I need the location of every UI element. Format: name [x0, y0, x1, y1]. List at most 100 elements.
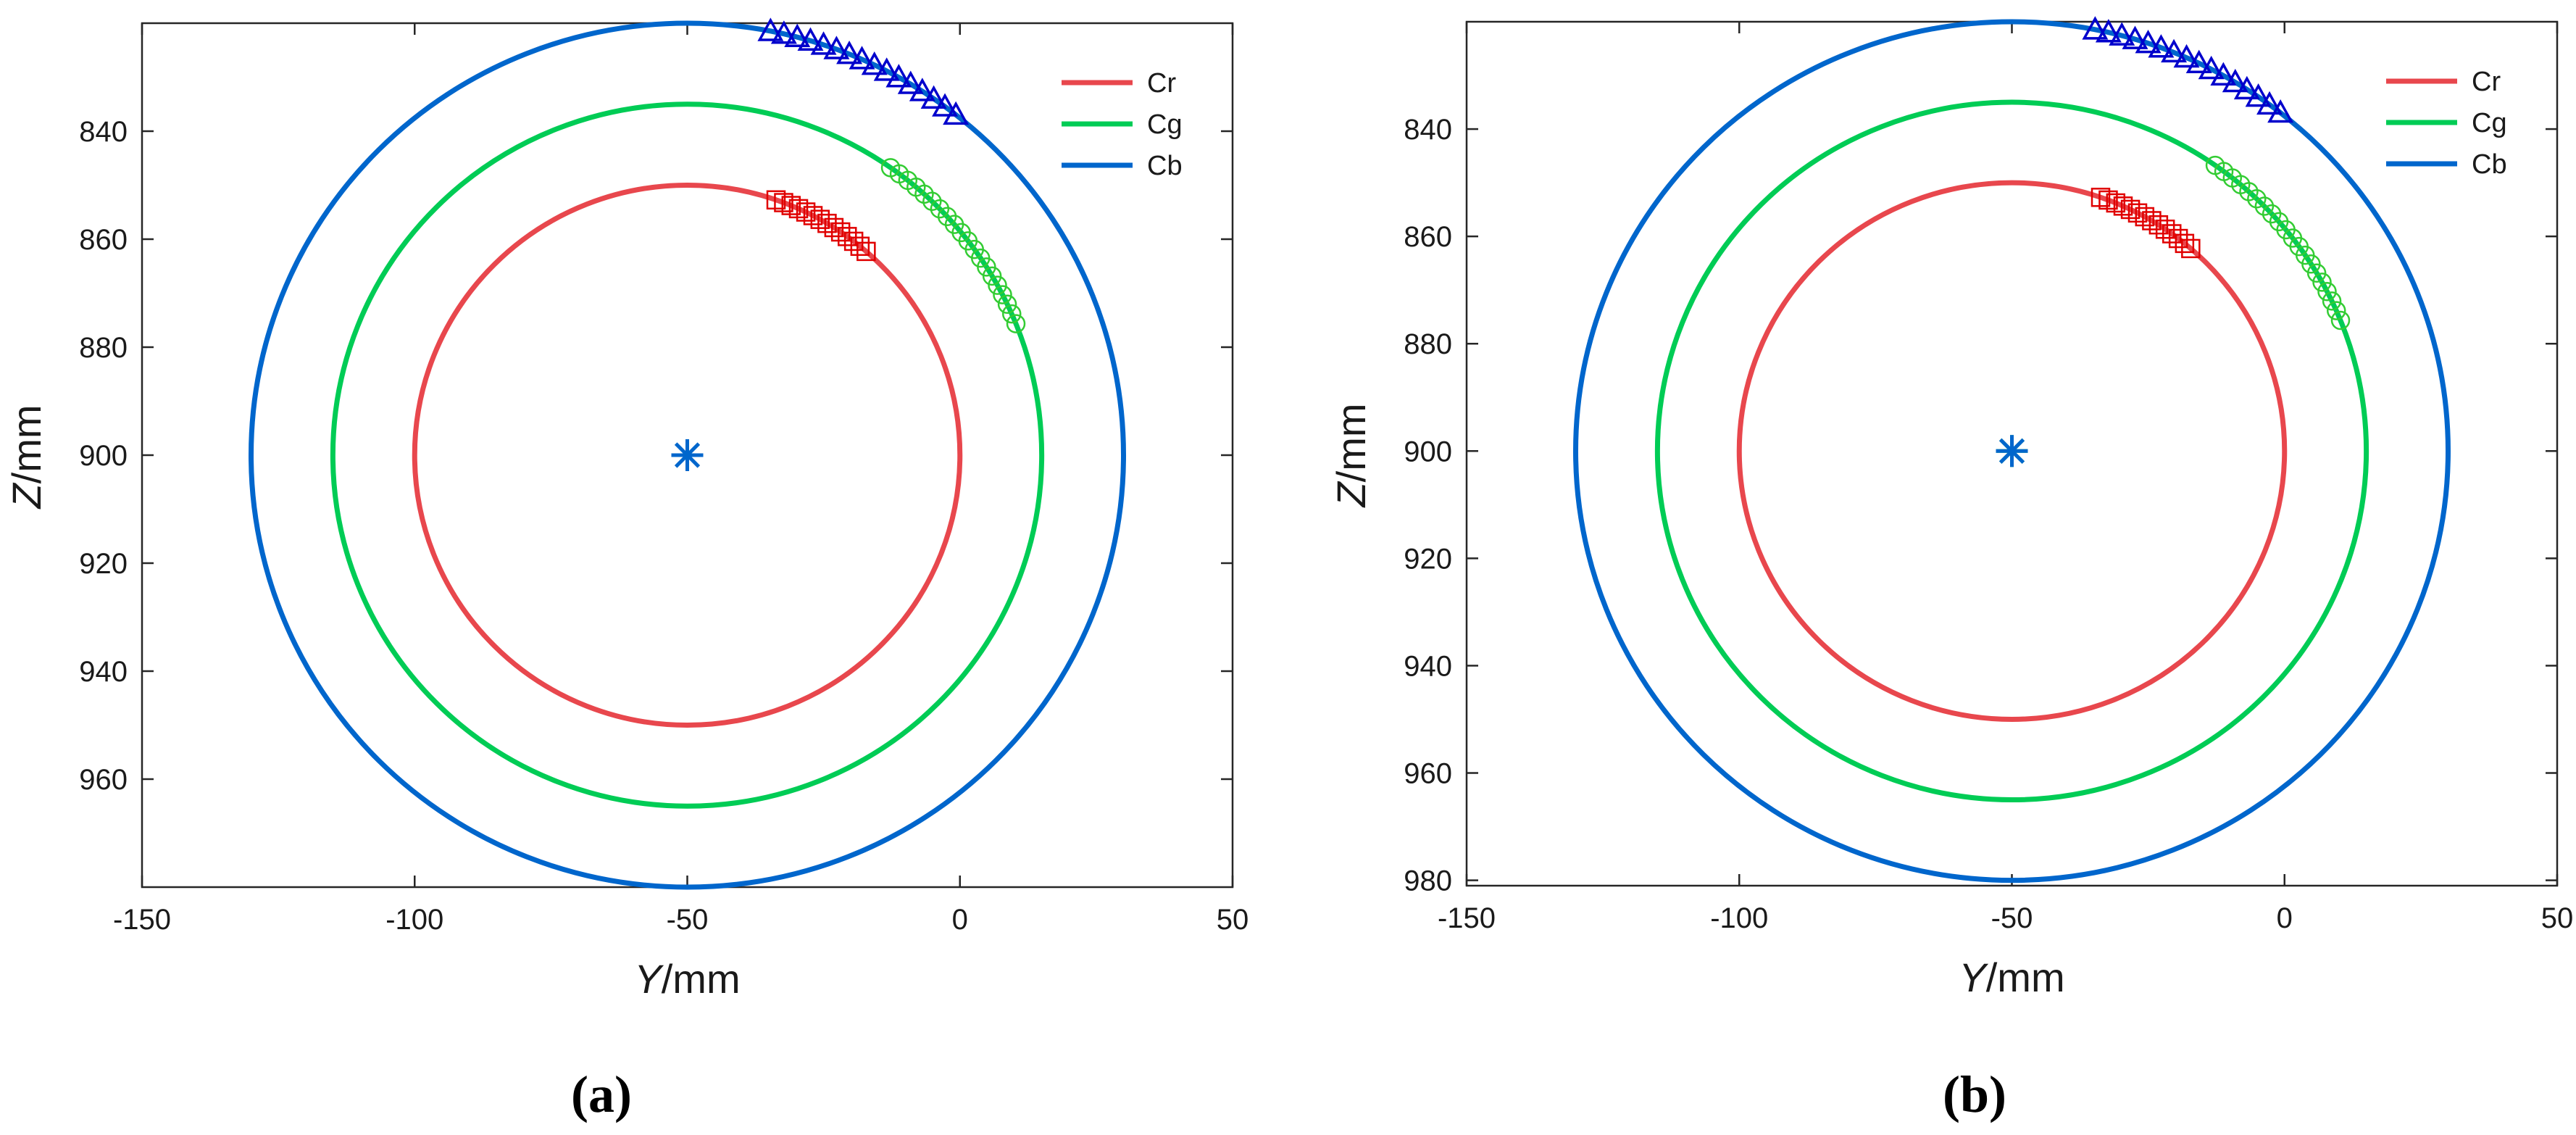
legend-label-cg: Cg: [2472, 108, 2507, 138]
y-axis-label: Z/mm: [1328, 403, 1374, 508]
x-tick-label: 0: [952, 904, 968, 936]
series-cb-marker: [2267, 99, 2294, 123]
y-tick-label: 840: [1404, 114, 1452, 146]
series-cg-marker: [2306, 263, 2327, 283]
series-cb-marker: [909, 78, 935, 101]
series-cg-marker: [930, 199, 950, 219]
legend-label-cb: Cb: [2472, 149, 2507, 180]
series-cg-marker: [922, 191, 942, 212]
series-cr-marker: [2113, 196, 2133, 216]
legend: Cr Cg Cb: [1062, 68, 1183, 181]
y-tick-label: 920: [79, 548, 128, 580]
legend-label-cb: Cb: [1147, 151, 1183, 181]
series-cb-marker: [2245, 83, 2272, 107]
x-tick-label: -50: [667, 904, 709, 936]
series-cb-marker: [2233, 75, 2260, 100]
series-cg-marker: [988, 275, 1007, 295]
series-cr-marker: [803, 206, 823, 225]
series-cb-marker: [2095, 19, 2122, 43]
series-cb-marker: [810, 31, 837, 55]
series-cb-marker: [757, 17, 784, 41]
series-cr-marker: [796, 202, 816, 222]
series-cb-circle: [249, 20, 1126, 890]
series-cb-marker: [2109, 22, 2135, 46]
series-cr-marker: [788, 199, 809, 219]
y-tick-label: 900: [79, 440, 128, 472]
series-cb-circle: [1573, 19, 2451, 884]
x-tick-label: 50: [2541, 902, 2574, 934]
panel-a: -150 -100 -50 0 50840860880900920940960Y/mmZ…: [4, 17, 1249, 1123]
series-cb-marker: [920, 85, 947, 109]
x-axis-label: Y/mm: [1959, 955, 2064, 1000]
series-cr-marker: [2127, 203, 2148, 223]
series-cb-marker: [2135, 30, 2162, 54]
series-cb-marker: [885, 64, 912, 88]
series-cb-marker: [932, 93, 959, 117]
series-cb-marker: [2185, 49, 2212, 74]
series-cb-marker: [861, 51, 888, 75]
series-cr-marker: [850, 236, 870, 257]
series-cg-marker: [997, 294, 1017, 314]
y-tick-label: 920: [1404, 543, 1452, 575]
series-cb-marker: [2256, 91, 2283, 115]
series-cb-marker: [2148, 34, 2175, 58]
series-cr-marker: [837, 227, 857, 246]
series-cb-marker: [823, 36, 850, 59]
series-cg-marker: [2330, 310, 2351, 330]
series-cg-marker: [1001, 304, 1022, 324]
series-cr-marker: [2098, 190, 2118, 210]
series-cg-marker: [2312, 273, 2332, 292]
center-asterisk-marker: [671, 439, 704, 471]
y-tick-label: 960: [1404, 758, 1452, 790]
x-axis-label-var: Y: [1959, 955, 1988, 1000]
series-cg-marker: [982, 266, 1002, 286]
x-tick-label: 50: [1217, 904, 1249, 936]
series-cr-marker: [843, 231, 864, 251]
legend-label-cr: Cr: [2472, 67, 2501, 97]
series-cb-marker: [784, 23, 811, 47]
series-cr-marker: [2175, 233, 2195, 254]
y-tick-label: 940: [79, 656, 128, 688]
y-tick-label: 940: [1404, 650, 1452, 682]
x-tick-label: -150: [1438, 902, 1496, 934]
series-cg-marker: [2254, 196, 2275, 216]
series-cb-marker: [2173, 43, 2200, 68]
x-tick-label: 0: [2277, 902, 2293, 934]
series-cb-marker: [2161, 38, 2188, 63]
plot-data: [1573, 16, 2451, 884]
series-cr-circle: [412, 183, 963, 728]
y-tick-label: 980: [1404, 865, 1452, 897]
legend: Cr Cg Cb: [2386, 67, 2507, 180]
series-cr-marker: [2168, 228, 2188, 249]
series-cr-marker: [856, 241, 876, 262]
series-cg-marker: [2322, 291, 2342, 311]
series-cb-marker: [849, 46, 875, 70]
series-cr-marker: [774, 193, 793, 212]
series-cg-marker: [993, 285, 1012, 304]
x-axis-label: Y/mm: [634, 956, 740, 1002]
x-tick-label: -50: [1991, 902, 2033, 934]
series-cb-marker: [897, 70, 924, 94]
series-cb-marker: [836, 41, 863, 65]
y-tick-label: 840: [79, 116, 128, 148]
series-cb-marker: [2082, 16, 2109, 40]
series-cg-marker: [1006, 314, 1026, 333]
series-cb-marker: [2222, 68, 2248, 93]
series-cb-marker: [770, 20, 797, 44]
x-tick-label: -100: [1710, 902, 1768, 934]
series-cr-circle: [1736, 180, 2288, 722]
legend-label-cg: Cg: [1147, 109, 1183, 140]
series-cb-marker: [2122, 25, 2148, 49]
center-asterisk-marker: [1996, 435, 2028, 467]
series-cg-marker: [2326, 301, 2346, 320]
series-cr-marker: [2181, 238, 2201, 259]
y-axis-label-var: Z: [4, 483, 49, 510]
panel-b: -150 -100 -50 0 50840860880900920940960980Y/…: [1328, 16, 2574, 1123]
series-cb-marker: [2210, 62, 2237, 86]
series-cr-marker: [2120, 199, 2141, 220]
series-cb-marker: [2198, 55, 2225, 80]
series-cg-circle: [1654, 99, 2369, 803]
series-cb-marker: [797, 27, 824, 51]
legend-label-cr: Cr: [1147, 68, 1176, 99]
